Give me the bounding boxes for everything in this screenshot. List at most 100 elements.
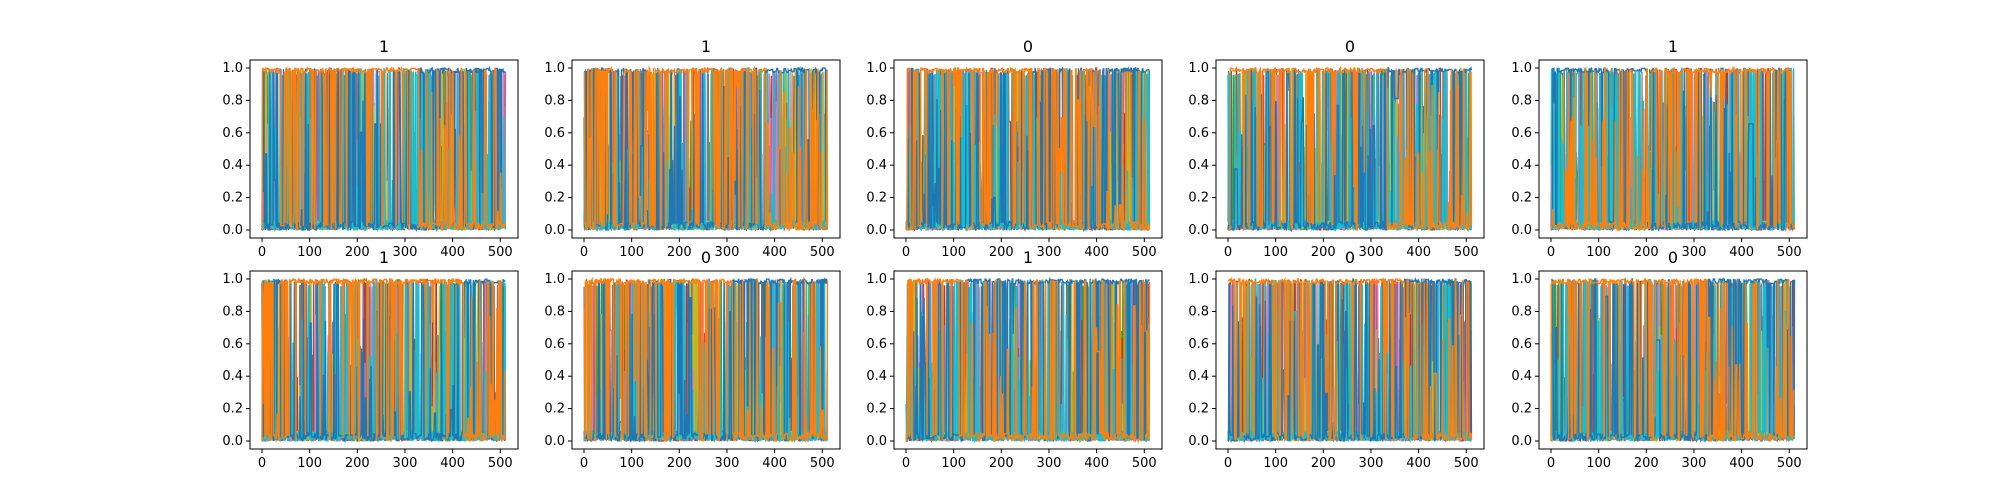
x-tick-label: 500 (1454, 456, 1479, 471)
series-line-orange (1550, 65, 1796, 232)
x-tick-label: 0 (258, 245, 266, 260)
x-tick-label: 0 (1224, 456, 1232, 471)
x-tick-label: 400 (1406, 245, 1431, 260)
y-tick-label: 1.0 (866, 61, 887, 76)
y-tick-label: 0.0 (544, 223, 565, 238)
axes-frame (893, 59, 1163, 239)
axes-frame (1538, 270, 1808, 450)
y-tick-label: 1.0 (1188, 272, 1209, 287)
y-tick-label: 0.0 (222, 223, 243, 238)
panel-title: 1 (701, 37, 711, 56)
panel-3: 0.0 0.2 0.4 0.6 0.8 1.0 0 100 200 300 400 500 0 (866, 37, 1163, 260)
y-tick-label: 1.0 (866, 272, 887, 287)
y-tick-label: 0.4 (1188, 158, 1209, 173)
x-tick-label: 400 (1729, 245, 1754, 260)
panel-title: 1 (379, 37, 389, 56)
y-tick-label: 1.0 (1511, 272, 1532, 287)
plot-area (583, 65, 829, 233)
series-line-orange (905, 276, 1151, 444)
x-tick-label: 500 (488, 456, 513, 471)
x-tick-label: 100 (1263, 245, 1288, 260)
x-tick-label: 200 (1634, 245, 1659, 260)
panel-5: 0.0 0.2 0.4 0.6 0.8 1.0 0 100 200 300 400 500 1 (1511, 37, 1808, 260)
y-tick-label: 0.4 (1511, 369, 1532, 384)
y-tick-label: 0.2 (1511, 402, 1532, 417)
y-tick-label: 0.2 (544, 191, 565, 206)
x-tick-label: 400 (440, 456, 465, 471)
y-tick-label: 0.0 (866, 223, 887, 238)
x-tick-label: 300 (1682, 456, 1707, 471)
x-tick-label: 400 (1729, 456, 1754, 471)
panel-title: 1 (1023, 248, 1033, 267)
y-tick-label: 0.0 (1511, 434, 1532, 449)
y-tick-label: 1.0 (222, 272, 243, 287)
y-tick-label: 0.2 (1188, 402, 1209, 417)
series-line-orange (1228, 65, 1473, 231)
plot-area (905, 65, 1151, 232)
series-line-blue (1227, 277, 1472, 442)
x-tick-label: 500 (1777, 456, 1802, 471)
x-tick-label: 200 (989, 245, 1014, 260)
x-tick-label: 500 (1132, 245, 1157, 260)
series-line-blue (906, 276, 1150, 444)
x-tick-label: 200 (345, 456, 370, 471)
panel-10: 0.0 0.2 0.4 0.6 0.8 1.0 0 100 200 300 400 500 0 (1511, 248, 1808, 471)
y-tick-label: 0.6 (222, 126, 243, 141)
x-tick-label: 100 (619, 245, 644, 260)
x-tick-label: 500 (810, 245, 835, 260)
x-tick-label: 300 (1037, 456, 1062, 471)
y-tick-label: 0.6 (222, 337, 243, 352)
y-tick-label: 0.4 (222, 158, 243, 173)
y-tick-label: 0.2 (222, 402, 243, 417)
axes-frame (1215, 270, 1485, 450)
y-tick-label: 0.2 (222, 191, 243, 206)
y-tick-label: 0.4 (1511, 158, 1532, 173)
x-tick-label: 200 (1311, 245, 1336, 260)
x-tick-label: 0 (1547, 456, 1555, 471)
x-tick-label: 300 (1682, 245, 1707, 260)
x-tick-label: 300 (393, 245, 418, 260)
y-tick-label: 0.4 (1188, 369, 1209, 384)
y-tick-label: 0.0 (1188, 434, 1209, 449)
x-tick-label: 300 (715, 456, 740, 471)
x-tick-label: 200 (345, 245, 370, 260)
x-tick-label: 200 (667, 245, 692, 260)
axes-frame (249, 270, 519, 450)
x-tick-label: 0 (1547, 245, 1555, 260)
x-tick-label: 300 (1359, 245, 1384, 260)
plot-area (261, 276, 507, 444)
y-tick-label: 0.8 (544, 304, 565, 319)
y-tick-label: 0.2 (866, 191, 887, 206)
series-line-orange (583, 65, 829, 231)
x-tick-label: 0 (902, 245, 910, 260)
x-tick-label: 300 (1037, 245, 1062, 260)
x-tick-label: 0 (902, 456, 910, 471)
plot-area (1550, 65, 1796, 233)
series-line-orange (261, 65, 507, 231)
panel-4: 0.0 0.2 0.4 0.6 0.8 1.0 0 100 200 300 400 500 0 (1188, 37, 1485, 260)
y-tick-label: 0.2 (866, 402, 887, 417)
x-tick-label: 400 (1084, 456, 1109, 471)
x-tick-label: 500 (810, 456, 835, 471)
series-line-orange (583, 276, 829, 443)
y-tick-label: 0.6 (1511, 337, 1532, 352)
x-tick-label: 200 (1311, 456, 1336, 471)
series-line-orange (905, 66, 1151, 231)
series-line-blue (583, 66, 829, 232)
y-tick-label: 0.6 (544, 126, 565, 141)
x-tick-label: 100 (619, 456, 644, 471)
panel-title: 0 (701, 248, 711, 267)
axes-frame (571, 59, 841, 239)
x-tick-label: 100 (1586, 456, 1611, 471)
x-tick-label: 400 (440, 245, 465, 260)
y-tick-label: 0.4 (222, 369, 243, 384)
y-tick-label: 1.0 (1188, 61, 1209, 76)
x-tick-label: 500 (1132, 456, 1157, 471)
y-tick-label: 0.0 (866, 434, 887, 449)
axes-frame (249, 59, 519, 239)
y-tick-label: 0.8 (222, 304, 243, 319)
panel-2: 0.0 0.2 0.4 0.6 0.8 1.0 0 100 200 300 400 500 1 (544, 37, 841, 260)
plot-area (1227, 276, 1473, 444)
y-tick-label: 0.8 (544, 93, 565, 108)
y-tick-label: 1.0 (1511, 61, 1532, 76)
